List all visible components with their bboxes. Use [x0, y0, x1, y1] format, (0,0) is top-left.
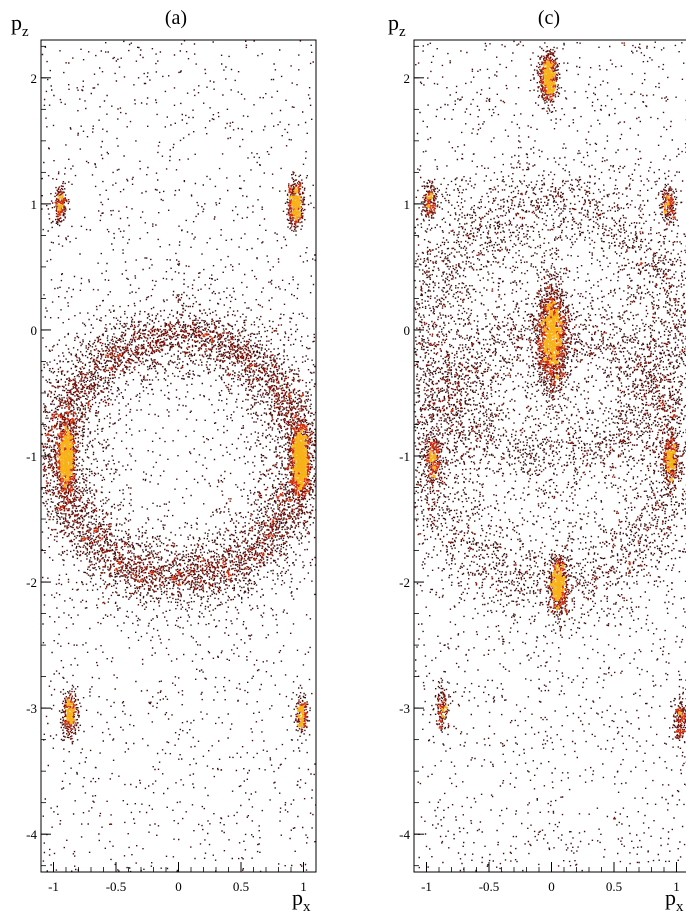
density-high: [426, 57, 686, 737]
x-axis-label-main: p: [292, 885, 303, 910]
y-tick-label: -3: [26, 701, 37, 716]
y-tick-label: 0: [404, 323, 411, 338]
x-tick-label: 0: [175, 879, 182, 894]
x-tick-label: 0.5: [606, 879, 622, 894]
y-tick-label: -3: [399, 701, 410, 716]
y-tick-label: 2: [31, 71, 38, 86]
density-low: [414, 40, 686, 872]
x-tick-label: -1: [48, 879, 59, 894]
x-tick-label: 1: [673, 879, 680, 894]
y-tick-label: -4: [26, 827, 37, 842]
scatter-points: [414, 40, 686, 872]
y-tick-label: 0: [31, 323, 38, 338]
y-axis-label: pz: [388, 10, 406, 40]
y-tick-label: -1: [26, 449, 37, 464]
density-low: [41, 40, 316, 872]
y-tick-label: -4: [399, 827, 410, 842]
x-axis-label-sub: x: [676, 899, 684, 915]
y-tick-label: 2: [404, 71, 411, 86]
x-axis-label: px: [665, 885, 684, 915]
y-tick-label: -1: [399, 449, 410, 464]
y-axis-label-sub: z: [22, 24, 29, 40]
y-axis-label-main: p: [388, 10, 399, 35]
y-tick-label: 1: [404, 197, 411, 212]
x-axis-label-main: p: [665, 885, 676, 910]
y-axis-label-main: p: [11, 10, 22, 35]
x-tick-label: -1: [421, 879, 432, 894]
density-peak: [57, 186, 310, 728]
x-tick-label: -0.5: [106, 879, 127, 894]
scatter-points: [41, 40, 316, 872]
panel-label: (a): [165, 7, 187, 29]
y-tick-label: 1: [31, 197, 38, 212]
density-mid: [42, 171, 316, 825]
x-axis-label: px: [292, 885, 311, 915]
y-axis-label: pz: [11, 10, 29, 40]
x-axis-label-sub: x: [303, 899, 311, 915]
x-tick-label: 0: [548, 879, 555, 894]
y-axis-label-sub: z: [399, 24, 406, 40]
x-tick-label: 0.5: [233, 879, 249, 894]
y-tick-label: -2: [26, 575, 37, 590]
x-tick-label: -0.5: [479, 879, 500, 894]
panel-label: (c): [538, 7, 560, 29]
y-tick-label: -2: [399, 575, 410, 590]
x-tick-label: 1: [300, 879, 307, 894]
